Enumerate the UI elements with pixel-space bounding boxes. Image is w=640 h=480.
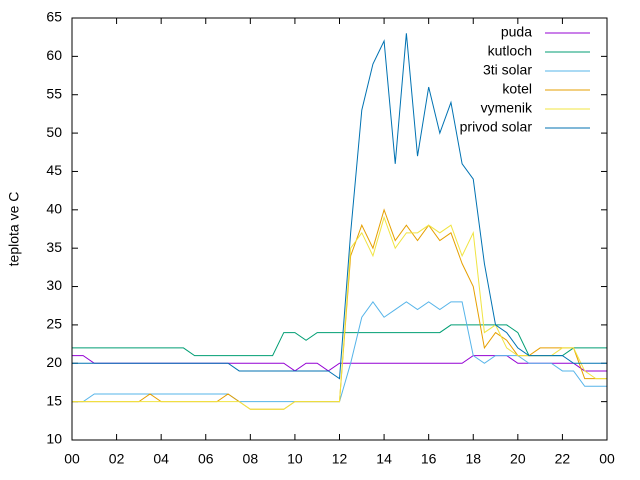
x-tick-label: 06 <box>198 451 214 467</box>
series-line <box>72 215 607 410</box>
x-tick-label: 02 <box>109 451 125 467</box>
y-tick-label: 50 <box>46 124 62 140</box>
x-tick-label: 22 <box>555 451 571 467</box>
legend-label: 3ti solar <box>483 62 532 78</box>
series-line <box>72 324 607 357</box>
y-tick-label: 35 <box>46 239 62 255</box>
y-tick-label: 30 <box>46 277 62 293</box>
plot-frame <box>71 17 608 441</box>
legend-label: puda <box>501 24 532 40</box>
y-tick-label: 65 <box>46 9 62 25</box>
x-tick-label: 18 <box>465 451 481 467</box>
x-tick-label: 08 <box>243 451 259 467</box>
legend-label: kotel <box>502 81 532 97</box>
x-tick-label: 16 <box>421 451 437 467</box>
y-tick-label: 45 <box>46 162 62 178</box>
y-axis-label: teplota ve C <box>6 192 22 267</box>
series-line <box>72 208 607 410</box>
x-tick-label: 14 <box>376 451 392 467</box>
y-tick-label: 55 <box>46 85 62 101</box>
x-tick-label: 00 <box>599 451 615 467</box>
legend-label: privod solar <box>460 119 533 135</box>
x-tick-label: 12 <box>332 451 348 467</box>
y-tick-label: 10 <box>46 431 62 447</box>
x-tick-label: 00 <box>64 451 80 467</box>
series-line <box>72 33 607 380</box>
y-tick-label: 60 <box>46 47 62 63</box>
legend-label: vymenik <box>481 100 533 116</box>
y-tick-label: 20 <box>46 354 62 370</box>
legend-label: kutloch <box>488 43 532 59</box>
x-tick-label: 20 <box>510 451 526 467</box>
x-tick-label: 04 <box>153 451 169 467</box>
y-tick-label: 25 <box>46 316 62 332</box>
y-tick-label: 15 <box>46 392 62 408</box>
y-tick-label: 40 <box>46 201 62 217</box>
x-tick-label: 10 <box>287 451 303 467</box>
